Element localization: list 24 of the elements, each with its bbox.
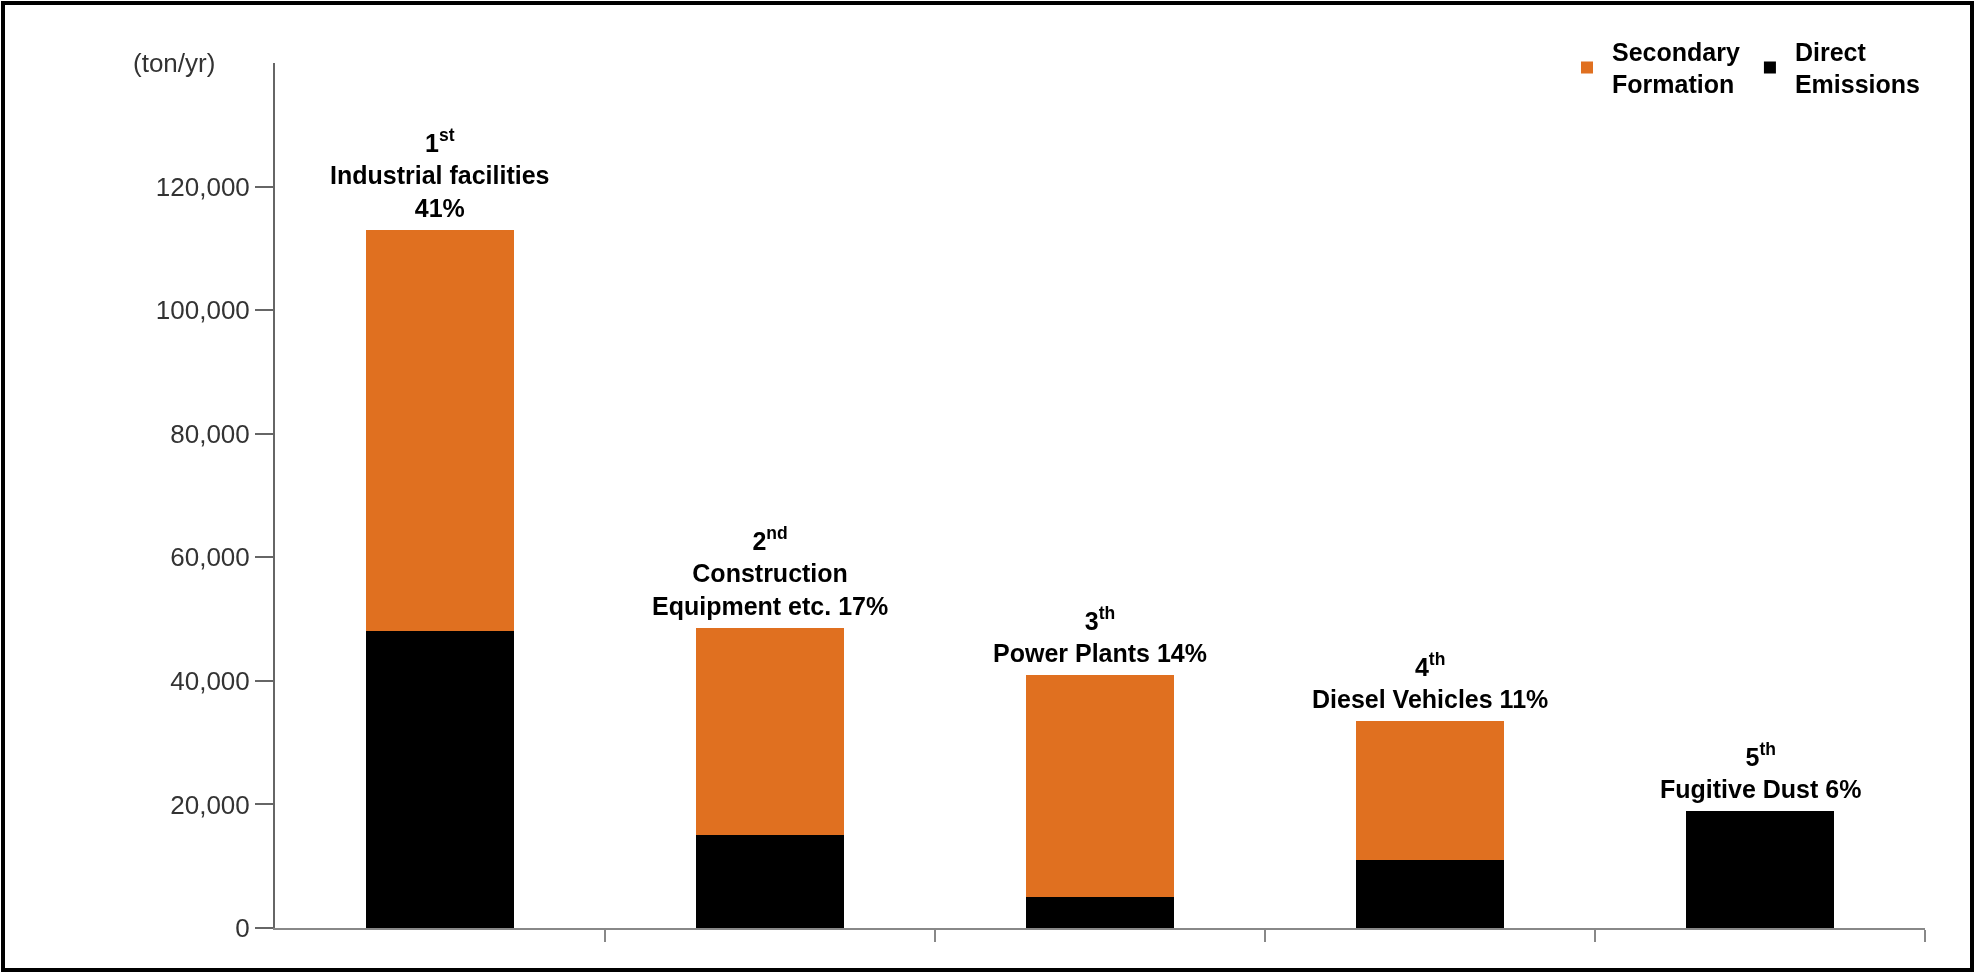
bar	[695, 835, 845, 928]
annotation: 3$^{th}$ Power Plants 14%	[993, 603, 1207, 667]
y-axis-title: (ton/yr)	[133, 48, 216, 78]
y-tick-label: 60,000	[170, 542, 250, 573]
annotation: 4$^{th}$ Diesel Vehicles 11%	[1312, 649, 1549, 713]
bar	[365, 229, 515, 632]
y-tick-label: 120,000	[155, 171, 250, 202]
y-tick-label: 40,000	[170, 665, 250, 696]
bar	[1025, 897, 1175, 928]
bar	[695, 628, 845, 836]
annotation: 2$^{nd}$ Construction Equipment etc. 17%	[652, 523, 889, 620]
y-tick-label: 0	[235, 913, 250, 944]
bar	[1355, 860, 1505, 928]
y-tick-label: 100,000	[155, 295, 250, 326]
annotation: 1$^{st}$ Industrial facilities 41%	[330, 125, 550, 222]
legend-label: Secondary Formation	[1612, 37, 1740, 99]
bar	[1355, 721, 1505, 861]
bar	[365, 631, 515, 928]
annotation: 5$^{th}$ Fugitive Dust 6%	[1660, 739, 1862, 803]
bar	[1025, 674, 1175, 898]
bar	[1685, 810, 1835, 928]
y-tick-label: 80,000	[170, 418, 250, 449]
legend-label: Direct Emissions	[1794, 37, 1920, 99]
y-tick-label: 20,000	[170, 789, 250, 820]
